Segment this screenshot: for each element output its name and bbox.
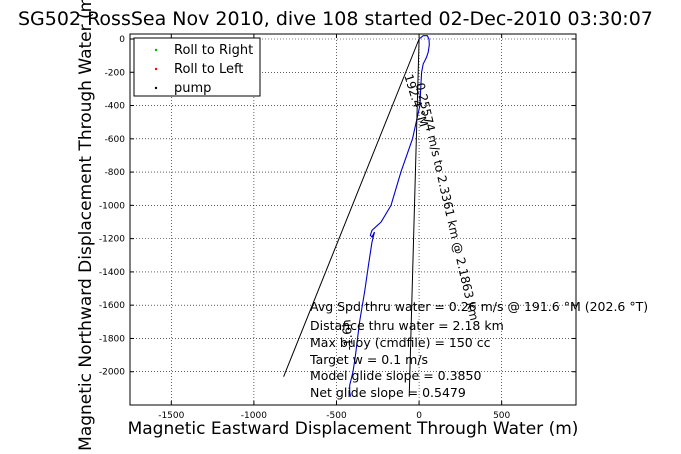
stat-avg-speed: Avg Spd thru water = 0.26 m/s @ 191.6 °M… <box>310 299 648 314</box>
stat-distance: Distance thru water = 2.18 km <box>310 318 504 333</box>
y-tick-label: -600 <box>105 135 126 145</box>
y-tick-label: -1400 <box>99 268 125 278</box>
legend-label-roll-left: Roll to Left <box>174 62 243 77</box>
legend-label-roll-right: Roll to Right <box>174 43 253 58</box>
stat-target-w: Target w = 0.1 m/s <box>309 352 428 367</box>
y-tick-label: -2000 <box>99 368 125 378</box>
y-tick-label: -1200 <box>99 235 125 245</box>
legend: Roll to Right Roll to Left pump <box>133 37 261 97</box>
chart-title: SG502 RossSea Nov 2010, dive 108 started… <box>18 8 653 30</box>
x-tick-label: -1500 <box>158 411 184 421</box>
y-tick-label: -1600 <box>99 301 125 311</box>
stat-model-glide-slope: Model glide slope = 0.3850 <box>310 368 481 383</box>
y-axis-label: Magnetic Northward Displacement Through … <box>76 0 96 451</box>
y-tick-label: -1000 <box>99 201 125 211</box>
x-tick-label: 500 <box>493 411 510 421</box>
stats-block: Avg Spd thru water = 0.26 m/s @ 191.6 °M… <box>309 299 648 400</box>
y-tick-label: -800 <box>105 168 126 178</box>
legend-box <box>133 37 261 97</box>
legend-marker-roll-right <box>154 48 158 52</box>
x-tick-label: -1000 <box>241 411 267 421</box>
x-tick-label: 0 <box>416 411 422 421</box>
y-tick-label: -1800 <box>99 334 125 344</box>
series-line-0 <box>349 35 430 397</box>
y-tick-label: 0 <box>119 35 125 45</box>
x-axis-label: Magnetic Eastward Displacement Through W… <box>128 419 579 439</box>
legend-marker-pump <box>154 86 158 90</box>
y-tick-label: -400 <box>105 102 126 112</box>
series-layer <box>283 35 430 397</box>
stat-net-glide-slope: Net glide slope = 0.5479 <box>310 385 466 400</box>
x-tick-label: -500 <box>326 411 347 421</box>
series-line-1 <box>283 38 420 377</box>
legend-label-pump: pump <box>174 81 211 96</box>
ticks-layer: -1500 -1000 -500 0 500 0 -200 -400 -600 -800 -1000… <box>99 34 576 421</box>
series-line-2 <box>408 38 420 397</box>
stat-max-buoy: Max buoy (cmdfile) = 150 cc <box>310 335 491 350</box>
legend-marker-roll-left <box>154 67 158 71</box>
y-tick-label: -200 <box>105 68 126 78</box>
annotation-2: -1.6h <box>339 319 356 351</box>
